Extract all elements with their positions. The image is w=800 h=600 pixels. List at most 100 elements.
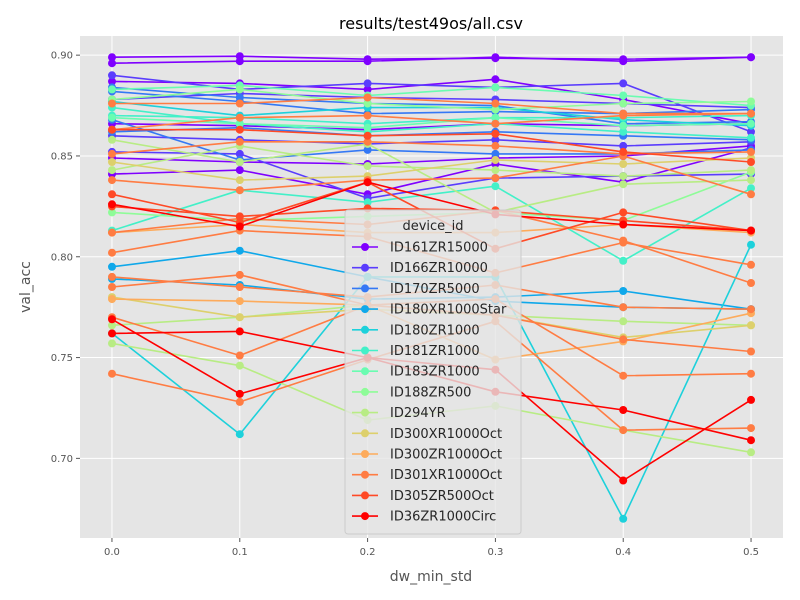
legend-entry: ID180ZR1000 <box>352 323 480 338</box>
data-point <box>747 109 755 118</box>
legend-label: ID183ZR1000 <box>390 365 480 380</box>
series-line <box>111 181 752 232</box>
data-point <box>491 166 500 175</box>
data-point <box>235 125 244 134</box>
series-line <box>111 135 752 147</box>
data-point <box>619 147 628 156</box>
data-point <box>235 270 244 279</box>
data-point <box>619 476 628 485</box>
data-point <box>619 256 628 265</box>
data-point <box>747 395 755 404</box>
data-point <box>235 149 244 158</box>
data-point <box>108 295 116 304</box>
data-point <box>235 222 244 231</box>
series-line <box>111 114 752 125</box>
data-point <box>108 125 116 134</box>
legend-swatch-marker <box>361 305 369 314</box>
legend-label: ID188ZR500 <box>390 385 471 400</box>
data-point <box>747 147 755 156</box>
data-point <box>235 283 244 291</box>
x-tick-label: 0.1 <box>232 547 248 558</box>
data-point <box>235 212 244 221</box>
legend-label: ID294YR <box>390 406 446 421</box>
data-point <box>108 149 116 158</box>
data-point <box>619 406 628 414</box>
legend-label: ID161ZR15000 <box>390 241 488 256</box>
data-point <box>108 176 116 185</box>
data-point <box>619 287 628 295</box>
data-point <box>235 176 244 185</box>
data-point <box>108 200 116 209</box>
series-line <box>111 116 752 129</box>
data-point <box>108 369 116 378</box>
data-point <box>491 75 500 84</box>
series-line <box>111 106 752 139</box>
data-point <box>235 137 244 146</box>
series-line <box>111 92 752 109</box>
data-point <box>747 97 755 106</box>
data-point <box>491 149 500 158</box>
data-point <box>747 176 755 185</box>
series <box>108 93 755 118</box>
data-point <box>363 145 372 154</box>
data-point <box>235 246 244 255</box>
data-point <box>108 99 116 108</box>
data-point <box>747 184 755 193</box>
legend-label: ID170ZR5000 <box>390 282 480 297</box>
series-line <box>111 112 752 131</box>
series-line <box>111 185 752 262</box>
legend-swatch-marker <box>361 429 369 438</box>
legend-title: device_id <box>402 219 463 234</box>
data-point <box>108 166 116 175</box>
data-point <box>108 53 116 62</box>
data-point <box>108 321 116 330</box>
data-point <box>108 228 116 237</box>
data-point <box>363 85 372 94</box>
data-point <box>747 240 755 249</box>
legend-entry: ID188ZR500 <box>352 385 471 400</box>
data-point <box>235 361 244 370</box>
legend-label: ID300XR1000Oct <box>390 427 502 442</box>
series <box>108 113 755 132</box>
chart-title: results/test49os/all.csv <box>339 14 523 33</box>
y-tick-label: 0.75 <box>51 353 73 364</box>
ticks: 0.0 0.1 0.2 0.3 0.4 0.5 0.70 0.75 0.80 0.85 0.90 <box>51 51 759 558</box>
legend-label: ID181ZR1000 <box>390 344 480 359</box>
series-line <box>111 84 752 107</box>
legend-entry: ID300ZR1000Oct <box>352 448 502 463</box>
data-point <box>491 129 500 138</box>
y-tick-label: 0.90 <box>51 51 73 62</box>
legend-label: ID180XR1000Star <box>390 303 507 318</box>
data-point <box>363 162 372 170</box>
legend-entry: ID183ZR1000 <box>352 365 480 380</box>
data-point <box>619 220 628 229</box>
data-point <box>108 71 116 80</box>
data-point <box>619 180 628 189</box>
data-point <box>619 208 628 217</box>
legend: device_id ID161ZR15000 ID166ZR10000 ID170Z… <box>344 209 522 535</box>
legend-label: ID305ZR500Oct <box>390 489 494 504</box>
data-point <box>363 57 372 66</box>
data-point <box>747 226 755 235</box>
data-point <box>363 111 372 120</box>
series-line <box>111 88 752 111</box>
data-point <box>363 137 372 146</box>
data-point <box>363 93 372 102</box>
data-point <box>619 426 628 435</box>
series <box>108 53 755 68</box>
legend-label: ID180ZR1000 <box>390 323 480 338</box>
data-point <box>108 158 116 166</box>
data-point <box>747 127 755 136</box>
series <box>108 182 755 265</box>
x-tick-label: 0.4 <box>615 547 631 558</box>
data-point <box>747 279 755 287</box>
series-line <box>111 100 752 127</box>
data-point <box>108 339 116 348</box>
data-point <box>235 99 244 108</box>
legend-swatch-marker <box>361 346 369 355</box>
data-point <box>619 236 628 245</box>
legend-swatch-marker <box>361 263 369 272</box>
data-point <box>619 141 628 150</box>
data-point <box>747 158 755 166</box>
data-point <box>235 166 244 175</box>
